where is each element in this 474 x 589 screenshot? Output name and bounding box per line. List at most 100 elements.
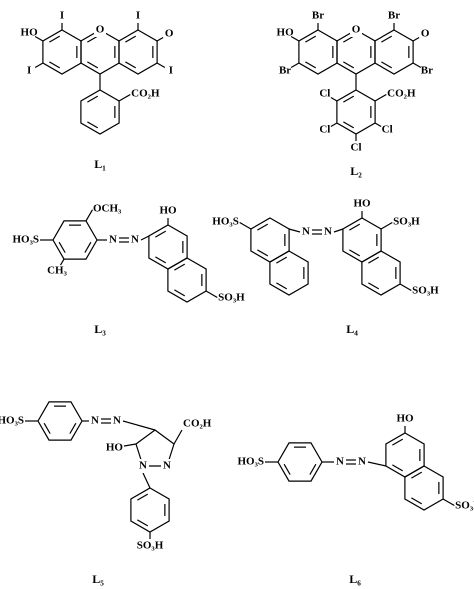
ring — [80, 89, 120, 135]
atom-label: I — [60, 10, 64, 22]
atom-label: HO₃S — [0, 415, 24, 427]
double-bond — [381, 61, 393, 69]
bond — [34, 35, 44, 42]
bond — [288, 228, 301, 233]
atom-label: Cl — [382, 124, 393, 136]
atom-label: HO₃S — [212, 216, 239, 228]
bond — [34, 62, 44, 69]
bond — [330, 122, 338, 128]
double-bond — [305, 61, 317, 69]
bond — [374, 93, 387, 102]
ring — [361, 250, 401, 296]
double-bond — [137, 493, 149, 501]
compound-label: L₄ — [346, 322, 358, 336]
ring — [374, 29, 414, 75]
atom-label: N — [109, 234, 117, 246]
double-bond — [343, 95, 355, 103]
ring — [148, 224, 188, 270]
double-bond — [174, 289, 186, 297]
bond — [412, 62, 422, 69]
double-bond — [368, 282, 380, 290]
atom-label: N — [163, 460, 171, 472]
bond — [123, 443, 137, 447]
bond — [142, 472, 151, 489]
bond — [399, 283, 412, 292]
double-bond — [257, 223, 269, 231]
atom-label: CO₂H — [387, 88, 416, 100]
double-bond — [283, 463, 291, 475]
double-bond — [381, 35, 393, 43]
double-bond — [49, 61, 61, 69]
atom-label: N — [113, 415, 121, 427]
atom-label: N — [324, 226, 332, 238]
double-bond — [411, 497, 423, 505]
bond — [380, 221, 393, 230]
double-bond — [58, 241, 66, 253]
double-bond — [125, 61, 137, 69]
atom-label: N — [358, 456, 366, 468]
bond — [205, 290, 218, 299]
bond — [59, 258, 65, 266]
atom-background — [137, 459, 149, 473]
ring — [130, 487, 170, 533]
atom-label: HO₃S — [12, 234, 39, 246]
double-bond — [155, 230, 167, 238]
double-bond — [343, 61, 355, 69]
atom-label: SO₃H — [455, 500, 474, 512]
atom-label: O — [352, 24, 361, 36]
double-bond — [343, 35, 355, 43]
atom-label: Cl — [319, 124, 330, 136]
double-bond — [84, 241, 92, 253]
bond — [140, 235, 150, 241]
compound-label: L₁ — [94, 157, 106, 171]
bond — [442, 498, 455, 507]
bond — [239, 221, 252, 230]
atom-label: CO₂H — [131, 88, 160, 100]
compound-label: L₃ — [94, 322, 106, 336]
double-bond — [87, 35, 99, 43]
double-bond — [87, 61, 99, 69]
double-bond — [349, 223, 361, 231]
atom-background — [94, 23, 106, 37]
atom-label: HO — [106, 442, 124, 454]
double-bond — [137, 519, 149, 527]
atom-label: HO₃S — [237, 456, 264, 468]
double-bond — [276, 256, 288, 264]
double-bond — [155, 256, 167, 264]
double-bond — [305, 35, 317, 43]
ring — [277, 442, 323, 482]
atom-label: SO₃H — [412, 285, 439, 297]
ring — [37, 401, 83, 441]
double-bond — [69, 422, 77, 434]
atom-label: Br — [312, 10, 324, 22]
atom-background — [350, 23, 362, 37]
double-bond — [309, 463, 317, 475]
ring — [336, 89, 376, 135]
atom-label: OCH₃ — [93, 202, 122, 214]
ring — [52, 220, 98, 260]
double-bond — [87, 121, 99, 129]
atom-label: O — [421, 28, 430, 40]
atom-label: CO₂H — [183, 418, 212, 430]
bond — [156, 62, 166, 69]
double-bond — [368, 256, 380, 264]
ring — [42, 29, 82, 75]
atom-label: Cl — [319, 88, 330, 100]
compound-label: L₅ — [92, 572, 104, 586]
atom-label: N — [336, 456, 344, 468]
double-bond — [349, 249, 361, 257]
atom-label: Br — [279, 65, 291, 77]
bond — [173, 429, 183, 445]
double-bond — [257, 249, 269, 257]
atom-label: SO₃H — [137, 540, 164, 552]
ring — [269, 250, 309, 296]
ring — [118, 29, 158, 75]
atom-label: HO — [396, 413, 414, 425]
atom-label: CH₃ — [47, 265, 68, 277]
bond — [412, 36, 420, 42]
atom-label: N — [91, 415, 99, 427]
bond — [290, 62, 300, 69]
atom-label: N — [139, 460, 147, 472]
bond — [290, 35, 300, 42]
